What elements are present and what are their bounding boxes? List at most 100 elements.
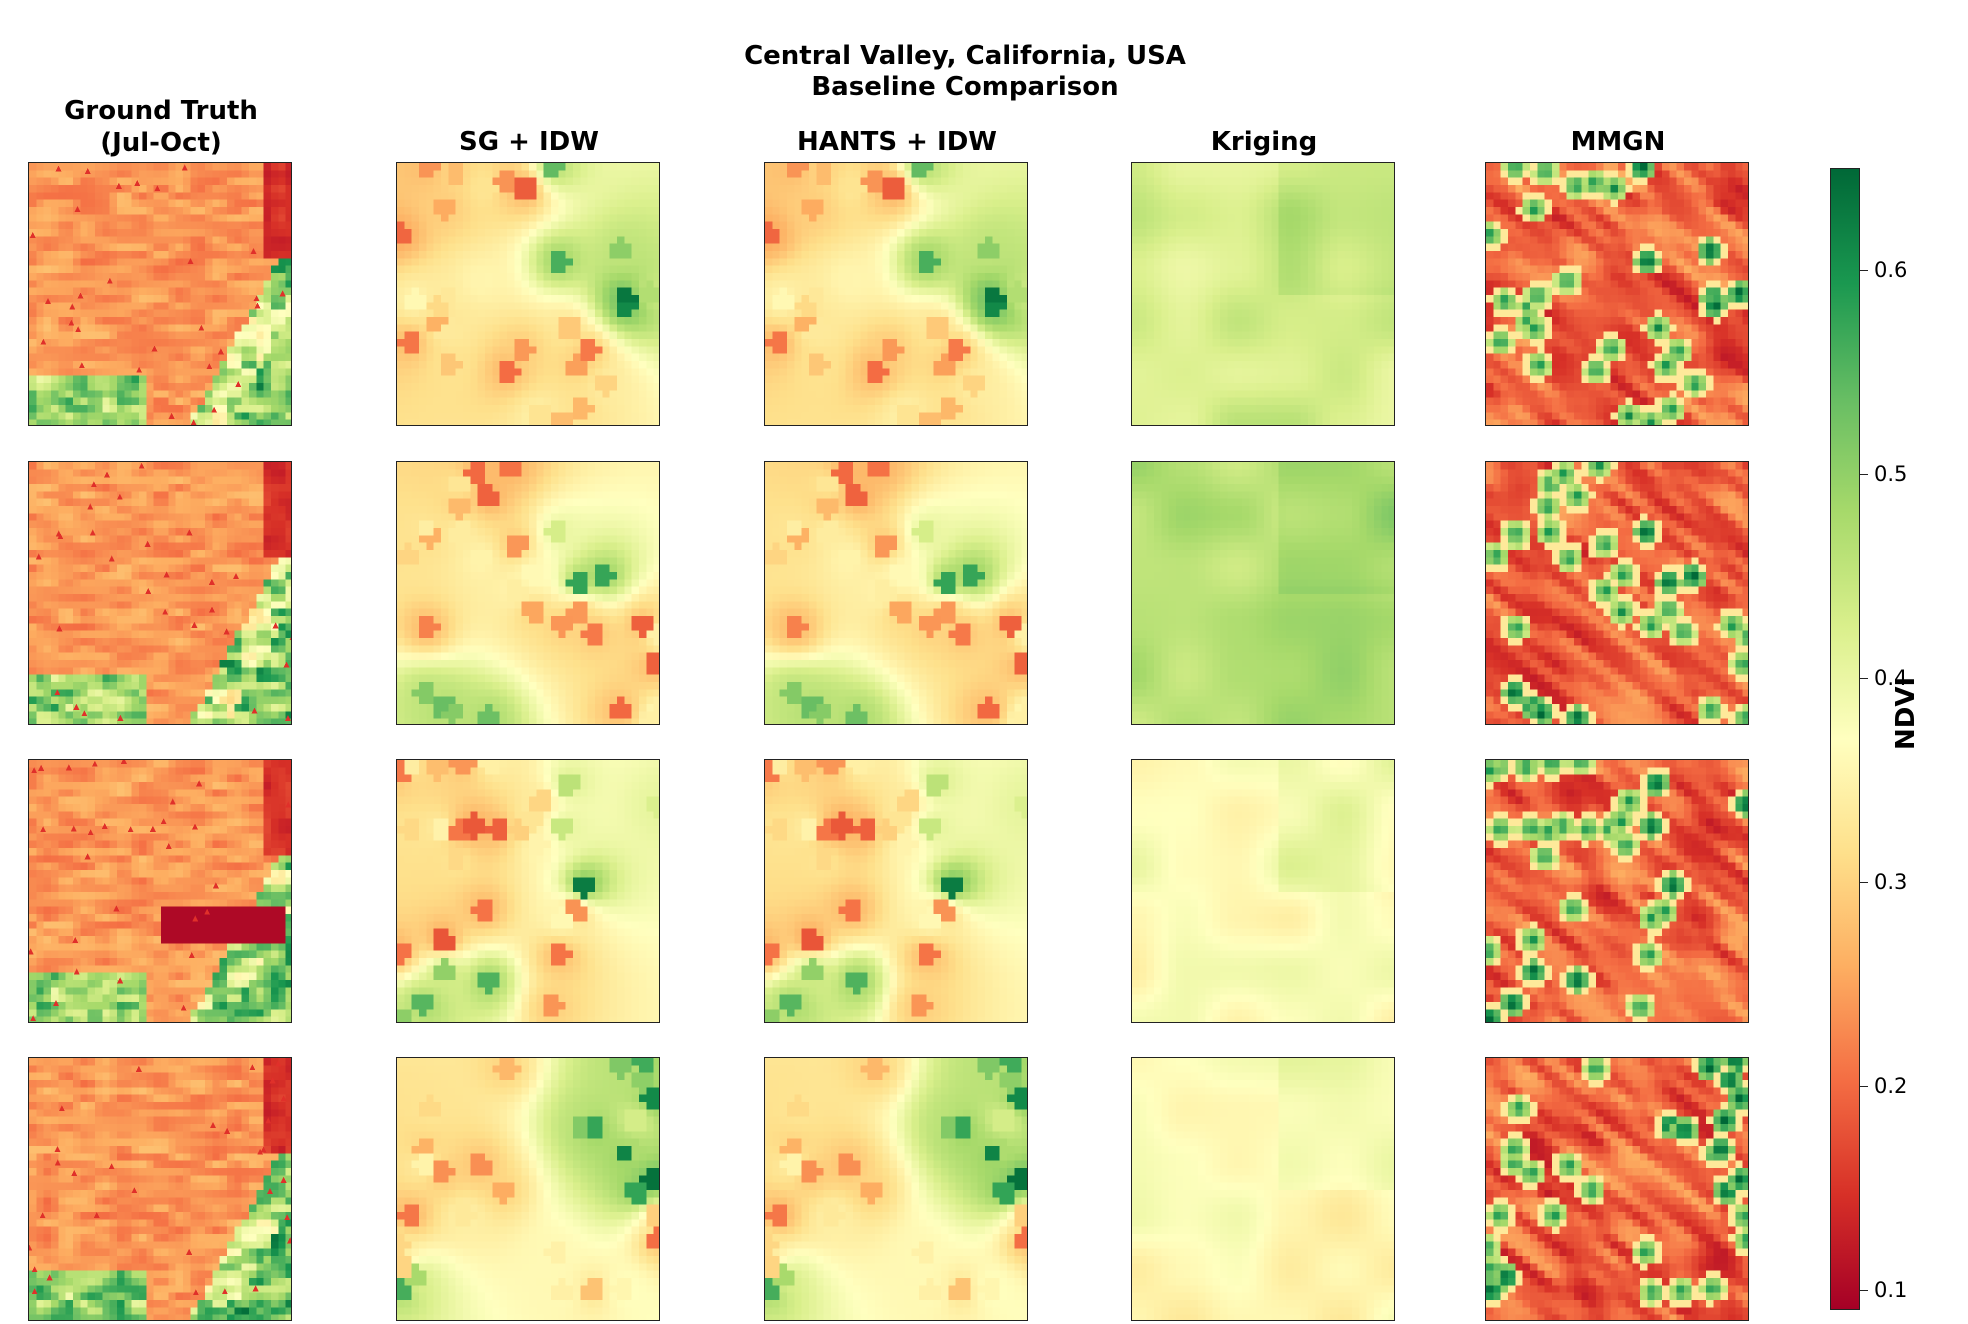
- heatmap-cell: [263, 870, 272, 878]
- heatmap-cell: [65, 914, 74, 922]
- heatmap-cell: [256, 1131, 265, 1140]
- heatmap-cell: [29, 346, 37, 355]
- heatmap-cell: [124, 1153, 133, 1162]
- heatmap-cell: [234, 251, 243, 259]
- heatmap-cell: [139, 840, 147, 849]
- heatmap-cell: [131, 1146, 140, 1154]
- heatmap-cell: [278, 811, 287, 820]
- heatmap-cell: [146, 877, 155, 886]
- heatmap-cell: [219, 760, 228, 768]
- heatmap-cell: [183, 550, 191, 558]
- heatmap-cell: [271, 368, 279, 377]
- heatmap-cell: [227, 1065, 235, 1074]
- heatmap-cell: [139, 1212, 147, 1220]
- heatmap-cell: [29, 1116, 37, 1125]
- heatmap-cell: [95, 1016, 103, 1022]
- heatmap-cell: [197, 368, 206, 377]
- heatmap-cell: [278, 899, 287, 908]
- heatmap-cell: [29, 811, 37, 820]
- heatmap-cell: [146, 804, 155, 812]
- heatmap-cell: [278, 229, 287, 237]
- heatmap-cell: [109, 199, 118, 208]
- heatmap-cell: [65, 906, 74, 915]
- heatmap-cell: [146, 1058, 155, 1066]
- heatmap-cell: [43, 862, 52, 871]
- heatmap-cell: [212, 243, 221, 252]
- heatmap-cell: [190, 840, 199, 849]
- heatmap-cell: [168, 273, 177, 281]
- heatmap-cell: [43, 811, 52, 820]
- heatmap-cell: [219, 972, 228, 981]
- heatmap-cell: [197, 826, 206, 834]
- heatmap-cell: [271, 412, 279, 421]
- heatmap-cell: [65, 1146, 74, 1154]
- heatmap-cell: [80, 1124, 89, 1132]
- heatmap-cell: [43, 760, 52, 768]
- heatmap-cell: [43, 1226, 52, 1235]
- heatmap-cell: [124, 862, 133, 871]
- heatmap-cell: [139, 1190, 147, 1198]
- heatmap-cell: [87, 652, 96, 661]
- heatmap-cell: [212, 462, 221, 470]
- heatmap-cell: [124, 1009, 133, 1018]
- heatmap-cell: [227, 877, 235, 886]
- heatmap-cell: [183, 273, 191, 281]
- heatmap-cell: [212, 1234, 221, 1242]
- heatmap-cell: [205, 383, 213, 391]
- heatmap-cell: [285, 840, 291, 849]
- heatmap-cell: [29, 1168, 37, 1176]
- heatmap-cell: [168, 498, 177, 507]
- heatmap-cell: [58, 674, 67, 683]
- heatmap-cell: [87, 339, 96, 347]
- heatmap-cell: [271, 782, 279, 790]
- heatmap-cell: [285, 774, 291, 783]
- heatmap-cell: [58, 1248, 67, 1257]
- heatmap-cell: [65, 921, 74, 930]
- heatmap-cell: [263, 331, 272, 340]
- heatmap-cell: [249, 1234, 257, 1242]
- heatmap-cell: [234, 914, 243, 922]
- heatmap-cell: [80, 704, 89, 712]
- heatmap-cell: [73, 811, 81, 820]
- heatmap-cell: [205, 1241, 213, 1250]
- heatmap-cell: [256, 1094, 265, 1103]
- heatmap-cell: [263, 513, 272, 522]
- heatmap-cell: [197, 550, 206, 558]
- heatmap-cell: [58, 645, 67, 654]
- heatmap-cell: [117, 177, 125, 186]
- heatmap-cell: [153, 877, 162, 886]
- heatmap-cell: [146, 491, 155, 500]
- heatmap-cell: [65, 361, 74, 369]
- heatmap-cell: [146, 862, 155, 871]
- heatmap-cell: [36, 884, 45, 893]
- heatmap-cell: [58, 229, 67, 237]
- heatmap-cell: [161, 586, 169, 595]
- heatmap-cell: [146, 928, 155, 937]
- heatmap-cell: [175, 491, 184, 500]
- heatmap-cell: [124, 760, 133, 768]
- heatmap-cell: [197, 980, 206, 988]
- heatmap-cell: [102, 811, 111, 820]
- heatmap-cell: [271, 1094, 279, 1103]
- heatmap-cell: [263, 1131, 272, 1140]
- heatmap-cell: [234, 972, 243, 981]
- heatmap-cell: [263, 412, 272, 421]
- heatmap-cell: [227, 199, 235, 208]
- heatmap-cell: [256, 397, 265, 406]
- heatmap-cell: [197, 760, 206, 768]
- heatmap-cell: [234, 1131, 243, 1140]
- heatmap-cell: [73, 928, 81, 937]
- heatmap-cell: [43, 1116, 52, 1125]
- heatmap-cell: [190, 177, 199, 186]
- heatmap-cell: [102, 704, 111, 712]
- heatmap-cell: [285, 994, 291, 1003]
- heatmap-cell: [234, 550, 243, 558]
- heatmap-cell: [80, 1065, 89, 1074]
- heatmap-cell: [263, 906, 272, 915]
- heatmap-cell: [234, 1102, 243, 1110]
- heatmap-cell: [65, 273, 74, 281]
- heatmap-cell: [95, 498, 103, 507]
- heatmap-cell: [87, 309, 96, 318]
- heatmap-cell: [249, 295, 257, 303]
- heatmap-cell: [124, 782, 133, 790]
